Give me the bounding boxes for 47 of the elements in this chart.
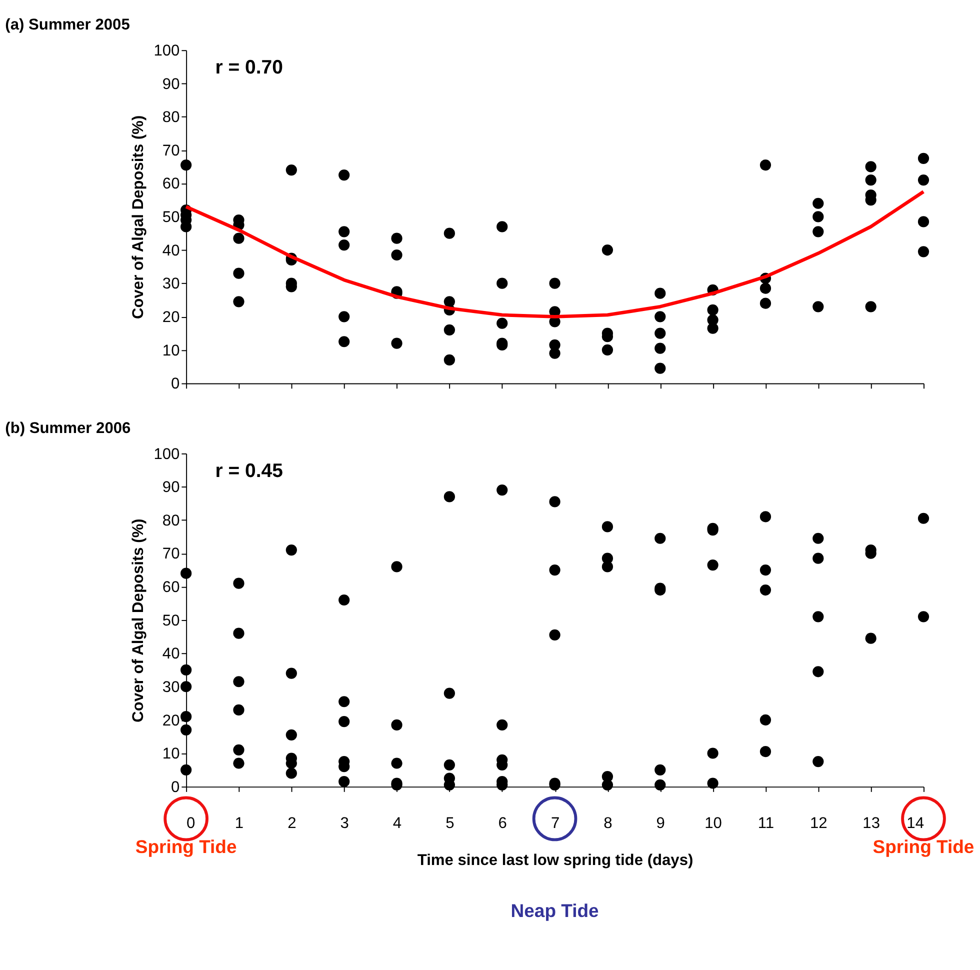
- y-tick-label: 40: [162, 242, 180, 260]
- text: Neap Tide: [510, 900, 599, 922]
- x-tick-label: 11: [758, 814, 774, 832]
- y-tick-label: 80: [162, 109, 180, 126]
- y-tick-label: 60: [162, 579, 180, 596]
- y-tick-label: 50: [162, 612, 180, 630]
- x-tick-label: 9: [656, 814, 665, 832]
- y-tick-label: 0: [171, 376, 180, 393]
- y-tick-label: 100: [154, 42, 180, 60]
- text: Spring Tide: [135, 836, 237, 857]
- y-axis-title: Cover of Algal Deposits (%): [130, 115, 148, 320]
- y-tick-label: 20: [162, 712, 180, 730]
- y-tick-label: 90: [162, 479, 180, 496]
- y-tick-label: 90: [162, 76, 180, 93]
- x-tick-label: 5: [446, 814, 455, 832]
- x-tick-label: 13: [862, 814, 880, 832]
- chart-title: (b) Summer 2006: [5, 420, 132, 437]
- x-tick-label: 14: [906, 814, 924, 832]
- x-tick-label: 8: [604, 814, 612, 832]
- text: Spring Tide: [872, 836, 974, 857]
- y-tick-label: 50: [162, 209, 180, 226]
- x-tick-label: 12: [810, 814, 828, 832]
- y-tick-label: 20: [162, 309, 180, 326]
- y-tick-label: 10: [162, 342, 180, 360]
- y-tick-label: 30: [162, 276, 180, 293]
- y-tick-label: 40: [162, 646, 180, 663]
- x-tick-label: 4: [392, 814, 402, 832]
- y-tick-label: 80: [162, 512, 180, 530]
- x-tick-label: 7: [550, 814, 560, 832]
- y-tick-label: 60: [162, 176, 180, 193]
- x-tick-label: 2: [288, 814, 296, 832]
- chart-title: (a) Summer 2005: [5, 16, 130, 34]
- x-tick-label: 0: [186, 814, 196, 832]
- annotation: r = 0.45: [215, 460, 284, 482]
- y-tick-label: 70: [162, 142, 180, 160]
- y-tick-label: 30: [162, 678, 180, 696]
- x-tick-label: 3: [340, 814, 349, 832]
- y-axis-title: Cover of Algal Deposits (%): [130, 518, 148, 722]
- x-tick-label: 1: [234, 814, 244, 832]
- x-tick-label: 6: [498, 814, 507, 832]
- y-tick-label: 10: [162, 746, 180, 763]
- y-tick-label: 100: [154, 446, 180, 463]
- x-tick-label: 10: [704, 814, 722, 832]
- y-tick-label: 0: [171, 778, 180, 796]
- x-axis-title: Time since last low spring tide (days): [417, 852, 694, 869]
- annotation: r = 0.70: [215, 56, 284, 78]
- y-tick-label: 70: [162, 546, 180, 563]
